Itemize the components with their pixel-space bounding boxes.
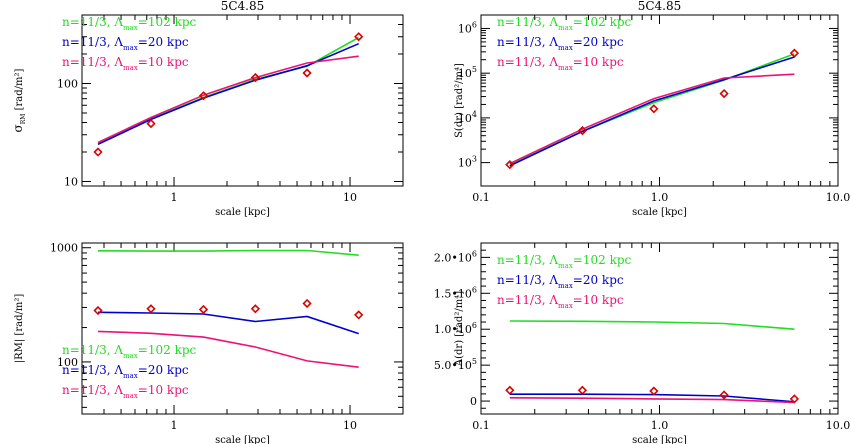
y-tick-label: 104 (458, 110, 477, 125)
panel-tl: 1 10 10 100 5C4.85 scale [kpc] σRM [rad/m²] n=1… (11, 0, 404, 218)
observed-point (649, 386, 659, 396)
x-axis-label: scale [kpc] (632, 435, 687, 444)
panel-title: 5C4.85 (221, 0, 265, 13)
axis-ticks (82, 243, 404, 414)
panel-bl: 1 10 100 1000 scale [kpc] |RM| [rad/m²] n=11/3… (14, 242, 404, 444)
observed-point (649, 104, 659, 114)
y-tick-label: 106 (458, 20, 477, 35)
x-tick-label: 1 (171, 191, 178, 204)
observed-point (789, 48, 800, 58)
x-tick-label: 0.1 (472, 191, 490, 204)
series-line-3 (97, 55, 359, 144)
legend-entry-1: n=11/3, Λmax=102 kpc (62, 15, 197, 32)
y-tick-label: 1.5•106 (434, 285, 477, 300)
y-tick-label: 0 (470, 395, 477, 408)
y-axis-label: A(dr) [rad²/m⁴] (454, 291, 465, 367)
y-tick-label: 2.0•106 (434, 249, 477, 264)
observed-point (719, 390, 729, 400)
x-axis-label: scale [kpc] (215, 435, 270, 444)
panel-title: 5C4.85 (638, 0, 682, 13)
series-line-1 (509, 320, 795, 330)
y-tick-label: 1.0•106 (434, 321, 477, 336)
legend-entry-3: n=11/3, Λmax=10 kpc (497, 55, 624, 72)
legend-entry-3: n=11/3, Λmax=10 kpc (497, 293, 624, 310)
panel-br: 0.1 1.0 10.0 0 5.0•105 1.0•106 1.5•106 2.0•106 s… (434, 242, 851, 444)
x-tick-label: 10 (343, 191, 357, 204)
observed-point (198, 304, 209, 315)
observed-point (250, 304, 261, 314)
plot-frame (81, 242, 404, 415)
x-tick-label: 10 (343, 419, 357, 432)
observed-point (354, 310, 364, 320)
observed-point (789, 394, 800, 404)
axis-ticks (82, 15, 404, 186)
series-line-1 (97, 249, 359, 256)
panel-tr: 0.1 1.0 10.0 103 104 105 106 5C4.85 scale [kpc] S… (454, 0, 850, 218)
observed-point (354, 32, 364, 42)
y-tick-label: 1000 (50, 242, 78, 255)
series-line-3 (97, 330, 359, 368)
observed-point (505, 385, 515, 395)
legend-entry-1: n=11/3, Λmax=102 kpc (497, 253, 632, 270)
observed-point (146, 118, 156, 129)
x-tick-label: 0.1 (472, 419, 490, 432)
x-tick-label: 1 (171, 419, 178, 432)
observed-point (146, 304, 156, 314)
series-line-3 (509, 73, 795, 165)
x-tick-label: 10.0 (826, 419, 851, 432)
y-tick-label: 10 (64, 176, 78, 189)
legend-entry-2: n=11/3, Λmax=20 kpc (497, 273, 624, 290)
y-tick-label: 100 (57, 78, 78, 91)
y-tick-label: 100 (57, 356, 78, 369)
observed-point (93, 147, 103, 157)
observed-point (302, 68, 312, 78)
legend-entry-3: n=11/3, Λmax=10 kpc (62, 55, 189, 72)
series-line-2 (509, 56, 795, 167)
series-line-2 (97, 311, 359, 335)
y-axis-label: |RM| [rad/m²] (14, 294, 25, 364)
x-axis-label: scale [kpc] (215, 207, 270, 218)
series-group (509, 53, 795, 167)
observed-point (198, 91, 209, 101)
legend-entry-1: n=11/3, Λmax=102 kpc (62, 343, 197, 360)
legend-entry-3: n=11/3, Λmax=10 kpc (62, 383, 189, 400)
y-tick-label: 105 (458, 65, 477, 80)
observed-point (302, 298, 312, 309)
series-group (97, 249, 359, 368)
x-tick-label: 1.0 (651, 419, 669, 432)
observed-point (577, 125, 588, 136)
observed-point (505, 160, 515, 170)
observed-point (577, 385, 588, 395)
y-tick-label: 103 (458, 155, 477, 170)
y-axis-label: σRM [rad/m²] (11, 68, 27, 132)
series-group (97, 36, 360, 146)
axis-ticks (480, 243, 839, 414)
axis-ticks (480, 15, 839, 186)
observed-point (250, 72, 261, 83)
observed-point (719, 88, 729, 99)
plot-frame (81, 14, 404, 187)
y-tick-label: 5.0•105 (434, 357, 477, 372)
y-axis-label: S(dr) [rad²/m⁴] (454, 63, 465, 138)
legend-entry-1: n=11/3, Λmax=102 kpc (497, 15, 632, 32)
x-tick-label: 1.0 (651, 191, 669, 204)
series-line-3 (509, 397, 795, 404)
x-tick-label: 10.0 (826, 191, 851, 204)
observed-point (93, 305, 103, 316)
legend-entry-2: n=11/3, Λmax=20 kpc (497, 35, 624, 52)
x-axis-label: scale [kpc] (632, 207, 687, 218)
series-line-1 (97, 36, 360, 146)
legend-entry-2: n=11/3, Λmax=20 kpc (62, 35, 189, 52)
legend-entry-2: n=11/3, Λmax=20 kpc (62, 363, 189, 380)
